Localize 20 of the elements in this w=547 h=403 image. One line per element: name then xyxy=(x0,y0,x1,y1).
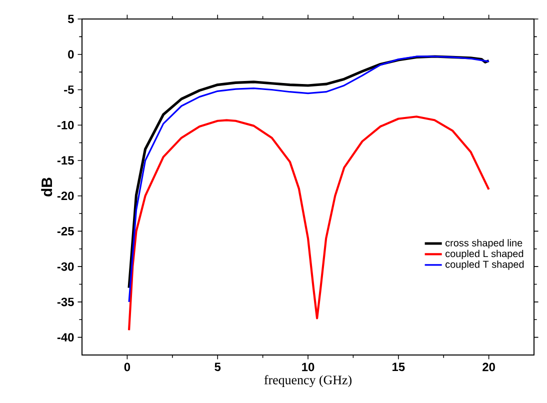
y-tick-label: 0 xyxy=(68,50,74,59)
y-tick-label: -5 xyxy=(64,86,74,94)
y-tick-label: -20 xyxy=(57,192,74,200)
y-tick-label: -30 xyxy=(57,262,74,271)
legend-label: coupled L shaped xyxy=(446,250,524,260)
x-tick-label: 15 xyxy=(392,362,405,372)
y-tick-label: 5 xyxy=(68,14,74,24)
y-tick-label: -15 xyxy=(57,156,74,165)
y-tick-label: -10 xyxy=(57,120,74,130)
y-axis-title: dB xyxy=(41,178,52,196)
legend-label: cross shaped line xyxy=(446,239,522,248)
x-tick-label: 5 xyxy=(214,362,221,372)
y-tick-label: -40 xyxy=(57,333,74,342)
y-tick-label: -25 xyxy=(57,226,74,236)
x-axis-title: frequency (GHz) xyxy=(264,375,352,388)
x-tick-label: 20 xyxy=(482,362,495,372)
x-tick-label: 10 xyxy=(302,362,314,372)
legend-label: coupled T shaped xyxy=(446,260,524,270)
y-tick-label: -35 xyxy=(57,298,74,306)
x-tick-label: 0 xyxy=(124,362,130,372)
